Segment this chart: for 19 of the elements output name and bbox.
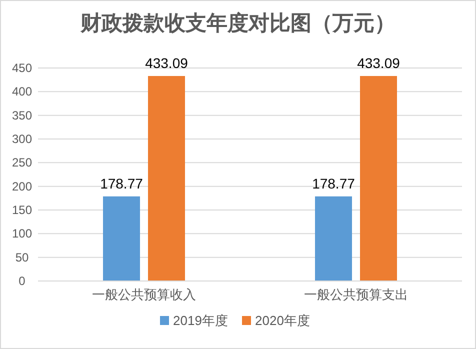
- data-label: 433.09: [357, 55, 400, 71]
- title: 财政拨款收支年度对比图（万元）: [80, 11, 396, 35]
- ytick: 0: [18, 274, 26, 288]
- ytick: 100: [12, 226, 32, 241]
- ytick: 450: [12, 61, 32, 75]
- xtick: 一般公共预算收入: [92, 287, 196, 302]
- ytick: 50: [15, 250, 29, 264]
- ytick: 300: [12, 132, 32, 146]
- ytick: 200: [12, 179, 32, 194]
- ytick: 150: [12, 203, 32, 217]
- data-label: 433.09: [145, 55, 188, 71]
- legend: 2020年度: [255, 313, 310, 328]
- ytick: 250: [12, 156, 32, 170]
- data-label: 178.77: [100, 175, 143, 192]
- legend: 2019年度: [173, 313, 228, 328]
- ytick: 350: [12, 108, 32, 122]
- xtick: 一般公共预算支出: [304, 287, 408, 302]
- data-label: 178.77: [312, 175, 355, 192]
- ytick: 400: [12, 84, 32, 99]
